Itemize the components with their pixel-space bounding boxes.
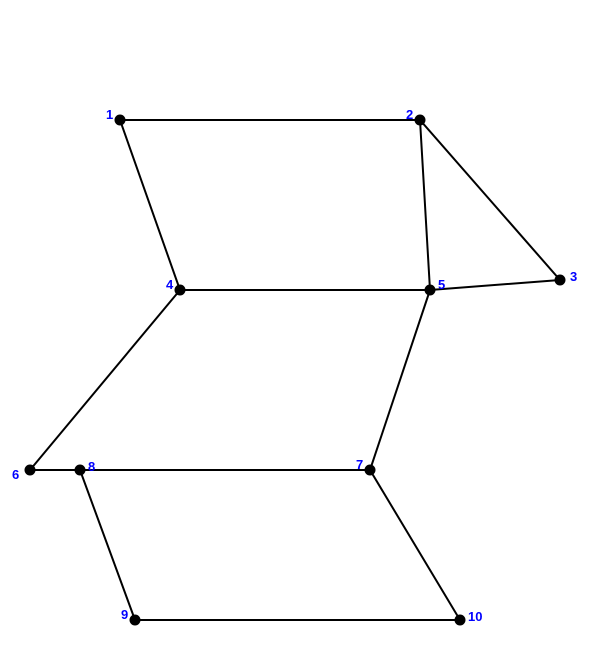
graph-edge — [430, 280, 560, 290]
graph-node — [25, 465, 35, 475]
graph-node — [455, 615, 465, 625]
graph-node-label: 3 — [570, 270, 577, 283]
graph-edge — [30, 290, 180, 470]
graph-figure: 1 2 3 4 5 6 7 8 9 10 — [0, 0, 600, 660]
graph-node-label: 2 — [406, 108, 413, 121]
graph-edge — [420, 120, 430, 290]
graph-node-label: 4 — [166, 278, 173, 291]
graph-edge — [420, 120, 560, 280]
graph-node — [415, 115, 425, 125]
graph-node — [555, 275, 565, 285]
graph-node — [175, 285, 185, 295]
graph-node-label: 8 — [88, 460, 95, 473]
graph-node — [130, 615, 140, 625]
graph-edge — [370, 470, 460, 620]
graph-node-label: 1 — [106, 108, 113, 121]
graph-canvas — [0, 0, 600, 660]
graph-node — [425, 285, 435, 295]
graph-node-label: 7 — [356, 458, 363, 471]
graph-edge — [80, 470, 135, 620]
graph-node — [365, 465, 375, 475]
graph-node — [75, 465, 85, 475]
graph-node-label: 6 — [12, 468, 19, 481]
graph-node — [115, 115, 125, 125]
graph-edge — [370, 290, 430, 470]
graph-node-label: 10 — [468, 610, 482, 623]
graph-node-label: 9 — [121, 608, 128, 621]
graph-edge — [120, 120, 180, 290]
graph-node-label: 5 — [438, 278, 445, 291]
